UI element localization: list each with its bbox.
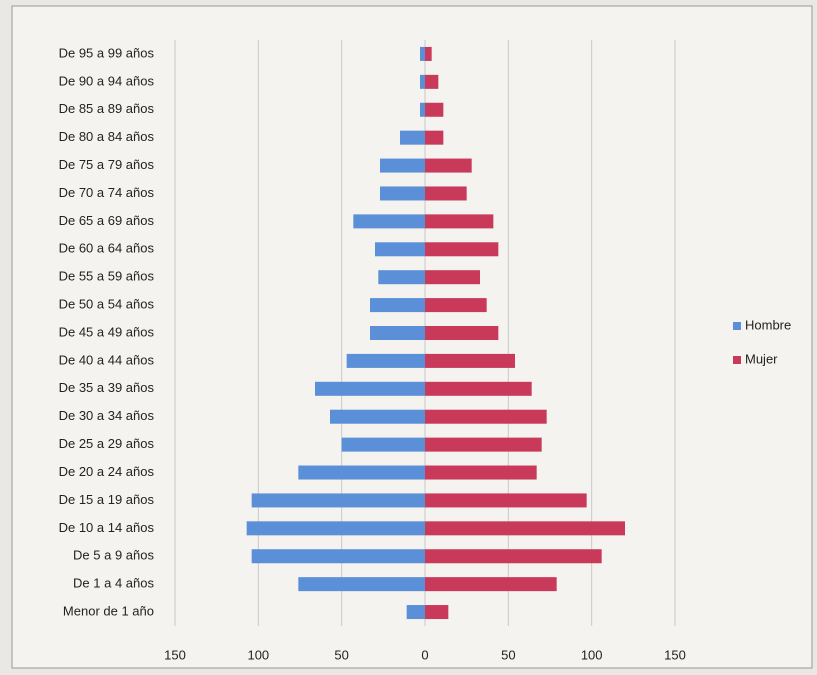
x-tick-label: 100 <box>581 647 603 662</box>
bar <box>330 409 425 424</box>
bar <box>425 214 494 229</box>
y-tick-label: De 25 a 29 años <box>59 436 155 451</box>
bar <box>425 326 499 340</box>
y-tick-label: De 10 a 14 años <box>59 520 155 535</box>
bar <box>420 74 425 89</box>
y-tick-label: De 1 a 4 años <box>73 576 154 591</box>
bar <box>425 577 557 592</box>
bar <box>420 102 425 117</box>
y-tick-label: De 55 a 59 años <box>59 269 155 284</box>
bar <box>425 381 532 396</box>
bar <box>380 158 425 173</box>
bar <box>425 605 449 620</box>
bar <box>378 270 425 285</box>
bar <box>251 493 425 508</box>
bar <box>425 298 487 313</box>
y-tick-label: De 95 a 99 años <box>59 45 155 60</box>
bar <box>406 605 425 620</box>
bar <box>425 46 432 61</box>
y-tick-label: De 80 a 84 años <box>59 129 155 144</box>
bar <box>380 186 425 201</box>
bar <box>420 46 425 61</box>
legend-label: Hombre <box>745 317 791 332</box>
bar <box>298 465 425 480</box>
y-tick-label: De 5 a 9 años <box>73 548 154 563</box>
bar <box>425 409 547 424</box>
bar <box>251 549 425 564</box>
x-tick-label: 100 <box>247 647 269 662</box>
bar <box>425 549 602 564</box>
y-tick-label: De 40 a 44 años <box>59 352 155 367</box>
x-tick-label: 50 <box>501 647 515 662</box>
bar <box>425 102 444 117</box>
bar <box>425 521 625 536</box>
bar <box>400 130 425 145</box>
bar <box>353 214 425 229</box>
bar <box>298 577 425 592</box>
y-tick-label: Menor de 1 año <box>63 603 154 618</box>
bar <box>425 493 587 508</box>
y-tick-label: De 15 a 19 años <box>59 492 155 507</box>
bar <box>425 74 439 89</box>
x-tick-label: 0 <box>421 647 428 662</box>
bar <box>425 353 515 368</box>
bar <box>370 326 425 340</box>
bar <box>341 437 425 452</box>
y-tick-label: De 70 a 74 años <box>59 185 155 200</box>
y-tick-label: De 50 a 54 años <box>59 297 155 312</box>
y-tick-label: De 65 a 69 años <box>59 213 155 228</box>
y-tick-label: De 90 a 94 años <box>59 73 155 88</box>
legend-label: Mujer <box>745 351 778 366</box>
bar <box>246 521 425 536</box>
x-tick-label: 150 <box>164 647 186 662</box>
bar <box>425 242 499 257</box>
legend-swatch <box>733 322 741 330</box>
bar <box>375 242 425 257</box>
bar <box>346 353 425 368</box>
bar <box>425 437 542 452</box>
y-tick-label: De 30 a 34 años <box>59 408 155 423</box>
y-tick-label: De 45 a 49 años <box>59 324 155 339</box>
y-tick-label: De 60 a 64 años <box>59 241 155 256</box>
bar <box>425 158 472 173</box>
bar <box>425 270 480 285</box>
bar <box>315 381 425 396</box>
x-tick-label: 150 <box>664 647 686 662</box>
bar <box>425 465 537 480</box>
legend-swatch <box>733 356 741 364</box>
y-tick-label: De 75 a 79 años <box>59 157 155 172</box>
bar <box>425 186 467 201</box>
bar <box>370 298 425 313</box>
y-tick-label: De 35 a 39 años <box>59 380 155 395</box>
x-tick-label: 50 <box>334 647 348 662</box>
y-tick-label: De 85 a 89 años <box>59 101 155 116</box>
bar <box>425 130 444 145</box>
y-tick-label: De 20 a 24 años <box>59 464 155 479</box>
